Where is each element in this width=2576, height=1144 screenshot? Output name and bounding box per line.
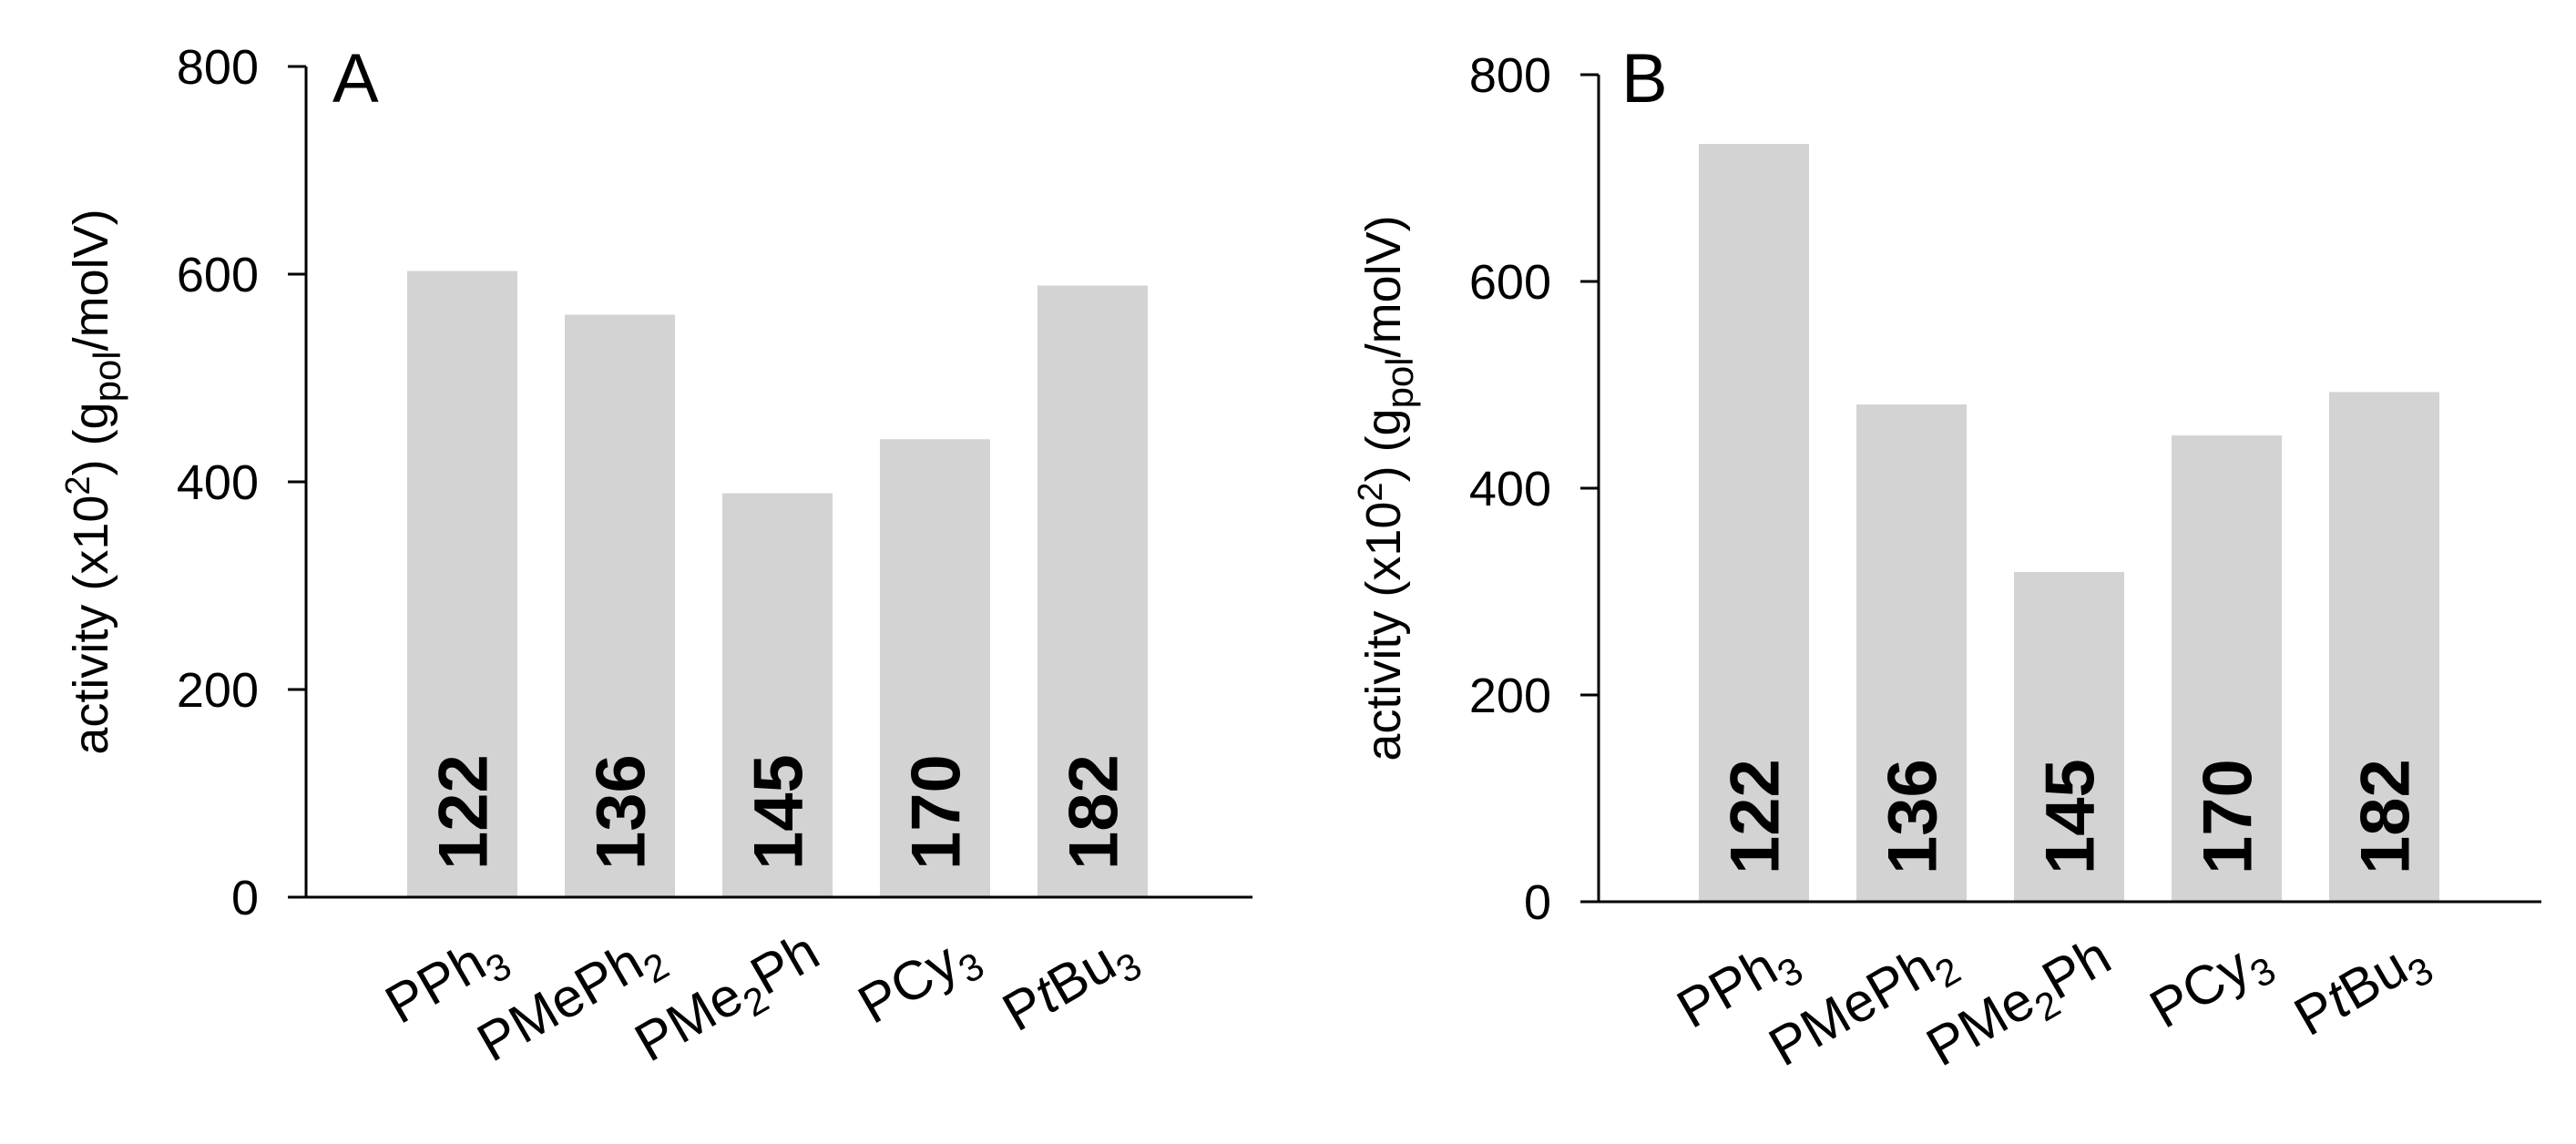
bar-label: 182 (2347, 759, 2425, 874)
y-tick-label: 600 (177, 248, 259, 302)
bar-label: 170 (898, 754, 976, 870)
category-label: PtBu3 (993, 920, 1149, 1050)
y-tick-label: 800 (177, 40, 259, 95)
bar-label: 182 (1056, 754, 1133, 870)
panel-b: 122PPh3136PMePh2145PMe2Ph170PCy3182PtBu3… (1352, 40, 2541, 1086)
category-label: PMePh2 (467, 920, 676, 1081)
panel-letter: A (332, 40, 379, 117)
y-tick-label: 200 (1469, 669, 1551, 723)
bar (1038, 285, 1148, 897)
panel-letter: B (1621, 40, 1668, 117)
category-label: PtBu3 (2285, 924, 2440, 1055)
bar-label: 136 (583, 754, 660, 870)
bar-label: 145 (741, 754, 818, 870)
bar-label: 136 (1875, 759, 1952, 874)
y-tick-label: 600 (1469, 255, 1551, 310)
bar (880, 439, 990, 897)
bar (2172, 435, 2282, 902)
bar-label: 145 (2032, 759, 2110, 874)
y-tick-label: 0 (231, 871, 259, 925)
bar (2014, 571, 2124, 902)
bar (407, 271, 517, 898)
y-axis-label: activity (x102) (gpol/molV) (1352, 215, 1421, 761)
category-label: PMe2Ph (1917, 924, 2125, 1086)
bar-label: 122 (1717, 759, 1794, 874)
y-tick-label: 800 (1469, 48, 1551, 103)
bar (722, 493, 833, 897)
category-label: PMePh2 (1759, 924, 1968, 1086)
y-axis-label: activity (x102) (gpol/molV) (59, 209, 128, 754)
y-tick-label: 0 (1524, 875, 1551, 930)
bar (1856, 404, 1967, 902)
bar (565, 314, 675, 898)
bar-label: 122 (425, 754, 503, 870)
y-tick-label: 400 (177, 455, 259, 510)
category-label: PCy3 (2140, 924, 2283, 1047)
category-label: PCy3 (848, 920, 991, 1043)
bar (1699, 144, 1809, 903)
category-label: PMe2Ph (625, 920, 833, 1081)
y-tick-label: 200 (177, 663, 259, 718)
bar-label: 170 (2190, 759, 2267, 874)
bar (2329, 392, 2439, 902)
panel-a: 122PPh3136PMePh2145PMe2Ph170PCy3182PtBu3… (59, 40, 1252, 1081)
y-tick-label: 400 (1469, 462, 1551, 516)
